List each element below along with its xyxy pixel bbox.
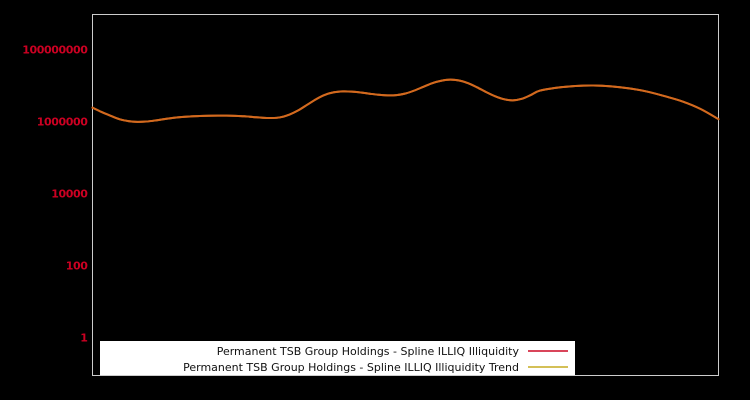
legend-entry-label: Permanent TSB Group Holdings - Spline IL… <box>216 344 519 358</box>
legend-entry-label: Permanent TSB Group Holdings - Spline IL… <box>183 360 519 374</box>
series-line-illiquidity <box>91 78 720 123</box>
y-axis-tick-label: 1 <box>80 331 88 345</box>
y-axis-tick-label: 10000 <box>51 187 88 201</box>
legend-color-swatch <box>528 350 568 352</box>
legend-entry[interactable]: Permanent TSB Group Holdings - Spline IL… <box>101 343 574 359</box>
chart-legend[interactable]: Permanent TSB Group Holdings - Spline IL… <box>100 341 575 375</box>
y-axis-tick-label: 1000000 <box>36 115 88 129</box>
y-axis-tick-label: 100 <box>65 259 88 273</box>
axes-frame <box>92 14 719 376</box>
y-axis-tick-label: 100000000 <box>22 43 88 57</box>
legend-entry[interactable]: Permanent TSB Group Holdings - Spline IL… <box>101 359 574 375</box>
legend-color-swatch <box>528 366 568 368</box>
